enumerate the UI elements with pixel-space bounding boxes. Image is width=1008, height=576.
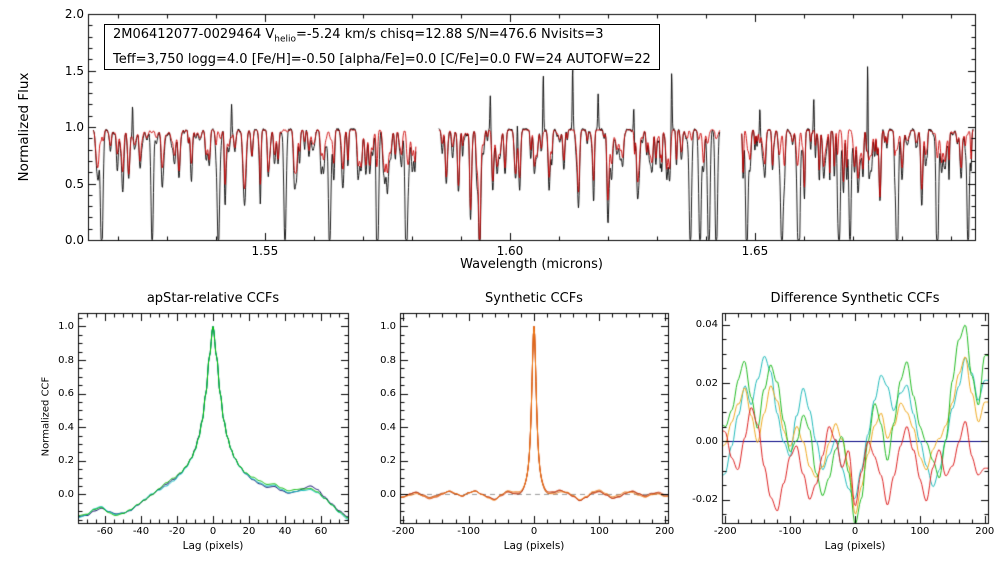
difference-ccf-y-tick-label: 0.02: [695, 377, 718, 389]
apstar-ccf-x-axis-label: Lag (pixels): [182, 540, 244, 552]
apstar-ccf-x-tick-label: -60: [96, 526, 114, 537]
star-info-box: 2M06412077-0029464 Vhelio=-5.24 km/s chi…: [104, 24, 660, 70]
synthetic-ccf-x-tick-label: 100: [589, 526, 609, 537]
synthetic-ccf-x-axis-label: Lag (pixels): [503, 540, 565, 552]
difference-ccf-x-tick-label: -200: [713, 526, 737, 537]
synthetic-ccf-y-tick-label: 0.0: [380, 488, 396, 500]
difference-ccf-x-tick-label: -100: [778, 526, 802, 537]
star-fit-stats: =-5.24 km/s chisq=12.88 S/N=476.6 Nvisit…: [296, 27, 604, 42]
apstar-ccf-x-tick-label: 0: [209, 526, 217, 537]
star-info-line2: Teff=3,750 logg=4.0 [Fe/H]=-0.50 [alpha/…: [113, 51, 651, 67]
apstar-ccf-x-tick-label: 40: [278, 526, 292, 537]
apstar-ccf-x-tick-label: 60: [314, 526, 328, 537]
synthetic-ccf-y-tick-label: 0.2: [380, 455, 396, 467]
spectrum-y-axis-label: Normalized Flux: [16, 72, 32, 182]
apstar-ccf-y-tick-label: 0.0: [58, 488, 74, 500]
apstar-ccf-y-tick-label: 1.0: [58, 320, 74, 332]
spectrum-y-tick-label: 0.0: [64, 233, 84, 248]
spectrum-x-tick-label: 1.55: [251, 244, 279, 258]
spectrum-x-tick-label: 1.60: [496, 244, 524, 258]
spectrum-y-tick-label: 1.0: [64, 120, 84, 135]
difference-ccf-title: Difference Synthetic CCFs: [770, 291, 940, 306]
synthetic-ccf-x-tick-label: -200: [391, 526, 415, 537]
difference-ccf-x-axis-label: Lag (pixels): [824, 540, 886, 552]
synthetic-ccf-x-tick-label: -100: [457, 526, 480, 537]
synthetic-ccf-title: Synthetic CCFs: [485, 291, 583, 306]
difference-ccf-x-tick-label: 0: [851, 526, 859, 537]
apstar-ccf-title: apStar-relative CCFs: [146, 291, 280, 306]
apstar-ccf-y-tick-label: 0.8: [58, 354, 74, 366]
difference-ccf-x-tick-label: 100: [910, 526, 930, 537]
apstar-ccf-y-tick-label: 0.2: [58, 455, 74, 467]
difference-ccf-x-tick-label: 200: [975, 526, 995, 537]
difference-ccf-y-tick-label: 0.04: [695, 319, 718, 331]
apstar-ccf-x-tick-label: -40: [132, 526, 150, 537]
spectrum-x-tick-label: 1.65: [741, 244, 769, 258]
synthetic-ccf-y-tick-label: 1.0: [380, 320, 396, 332]
spectrum-y-tick-label: 1.5: [64, 63, 84, 78]
vhelio-subscript: helio: [274, 34, 297, 45]
difference-ccf-y-tick-label: 0.00: [695, 435, 718, 447]
synthetic-ccf-y-tick-label: 0.4: [380, 421, 396, 433]
spectrum-y-tick-label: 0.5: [64, 176, 84, 191]
star-info-line1: 2M06412077-0029464 Vhelio=-5.24 km/s chi…: [113, 25, 651, 50]
apstar-ccf-x-tick-label: 20: [242, 526, 256, 537]
synthetic-ccf-y-tick-label: 0.8: [380, 354, 396, 366]
apstar-ccf-y-tick-label: 0.4: [58, 421, 74, 433]
synthetic-ccf-x-tick-label: 0: [530, 526, 538, 537]
star-id-and-vhelio: 2M06412077-0029464 V: [113, 27, 275, 42]
apstar-ccf-y-tick-label: 0.6: [58, 388, 74, 400]
apstar-ccf-x-tick-label: -20: [168, 526, 186, 537]
difference-ccf-y-tick-label: -0.02: [692, 494, 718, 506]
synthetic-ccf-y-tick-label: 0.6: [380, 388, 396, 400]
spectrum-x-axis-label: Wavelength (microns): [460, 257, 603, 272]
synthetic-ccf-x-tick-label: 200: [655, 526, 675, 537]
spectrum-y-tick-label: 2.0: [64, 7, 84, 22]
